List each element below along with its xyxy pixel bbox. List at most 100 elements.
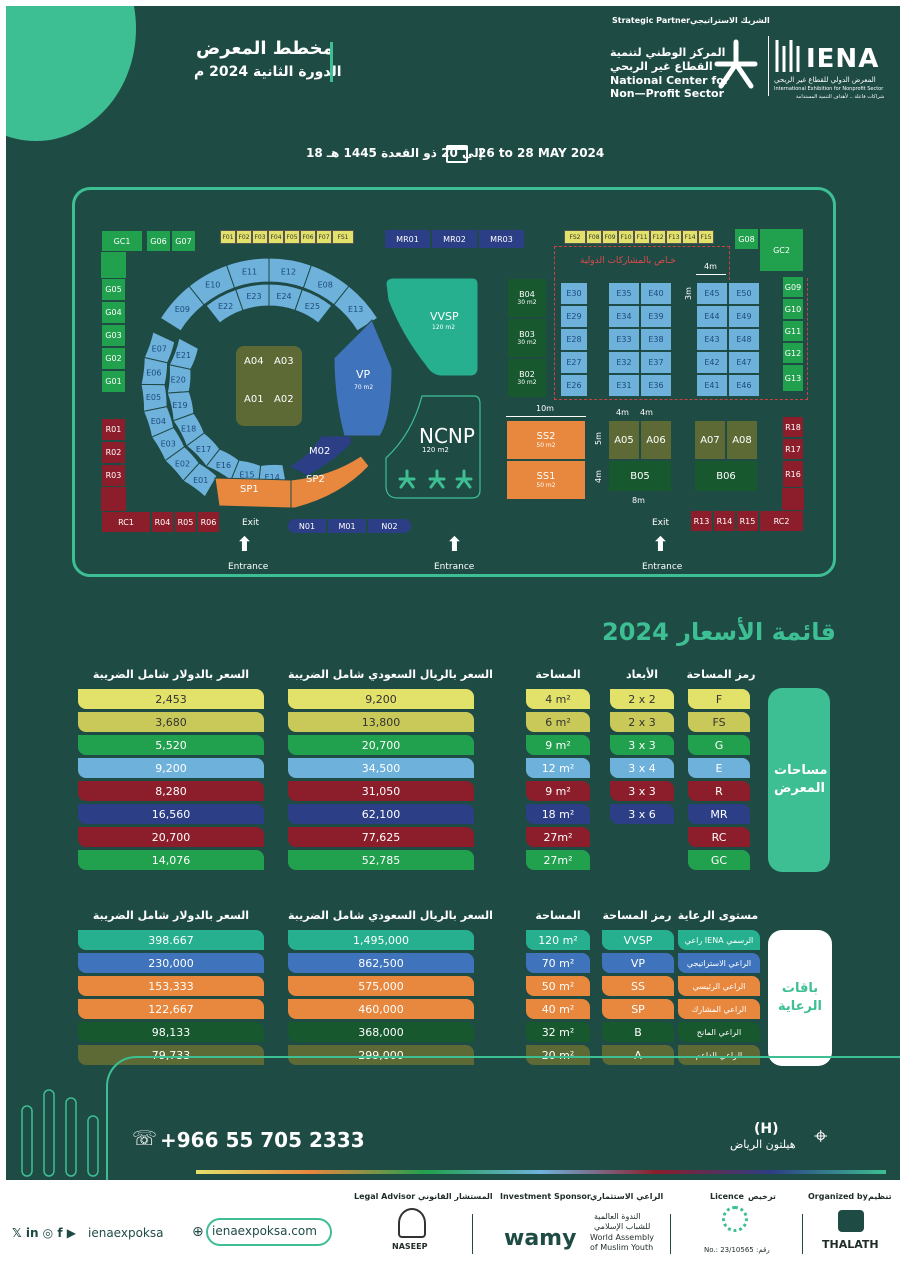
booth[interactable]: A04 xyxy=(244,356,264,367)
booth[interactable]: MR03 xyxy=(478,229,525,249)
booth[interactable]: SS2 50 m2 xyxy=(506,420,586,460)
booth[interactable]: E32 xyxy=(608,351,640,374)
booth[interactable]: B04 30 m2 xyxy=(507,278,547,318)
sp2-label[interactable]: SP2 xyxy=(306,474,325,485)
booth[interactable]: G10 xyxy=(782,298,804,320)
booth[interactable]: A05 xyxy=(608,420,640,460)
booth[interactable]: F07 xyxy=(316,230,332,244)
booth[interactable]: E49 xyxy=(728,305,760,328)
booth[interactable]: G05 xyxy=(101,278,126,301)
website-short[interactable]: ienaexpoksa xyxy=(88,1226,164,1240)
booth[interactable]: F03 xyxy=(252,230,268,244)
booth[interactable]: A02 xyxy=(274,394,294,405)
booth[interactable]: G06 xyxy=(146,230,171,252)
booth[interactable]: E38 xyxy=(640,328,672,351)
booth[interactable]: E46 xyxy=(728,374,760,397)
booth[interactable]: R13 xyxy=(690,510,713,532)
booth[interactable]: E48 xyxy=(728,328,760,351)
booth[interactable]: R14 xyxy=(713,510,736,532)
booth[interactable]: G12 xyxy=(782,342,804,364)
booth[interactable]: B05 xyxy=(608,460,672,492)
booth[interactable]: MR01 xyxy=(384,229,431,249)
booth[interactable]: E31 xyxy=(608,374,640,397)
booth[interactable]: F14 xyxy=(682,230,698,244)
booth[interactable]: G02 xyxy=(101,347,126,370)
ncnp-booth[interactable] xyxy=(382,394,482,502)
social-icons[interactable]: 𝕏 in ◎ f ▶ xyxy=(12,1226,76,1240)
website-url[interactable]: ienaexpoksa.com xyxy=(212,1224,317,1238)
booth[interactable]: E39 xyxy=(640,305,672,328)
booth[interactable]: G01 xyxy=(101,370,126,393)
booth[interactable]: E47 xyxy=(728,351,760,374)
booth[interactable]: E29 xyxy=(560,305,588,328)
website-pill[interactable] xyxy=(206,1218,332,1246)
booth[interactable]: A08 xyxy=(726,420,758,460)
phone-number[interactable]: +966 55 705 2333 xyxy=(160,1128,365,1152)
booth[interactable]: E33 xyxy=(608,328,640,351)
arrow-up-icon[interactable]: ⬆ xyxy=(652,532,669,556)
booth[interactable]: E35 xyxy=(608,282,640,305)
booth[interactable]: E41 xyxy=(696,374,728,397)
booth[interactable]: R04 xyxy=(151,511,174,533)
booth[interactable]: F01 xyxy=(220,230,236,244)
booth[interactable]: GC1 xyxy=(101,230,143,252)
booth[interactable]: E50 xyxy=(728,282,760,305)
booth[interactable]: F08 xyxy=(586,230,602,244)
booth[interactable] xyxy=(333,285,379,332)
booth[interactable]: F15 xyxy=(698,230,714,244)
booth[interactable]: E30 xyxy=(560,282,588,305)
booth[interactable]: R02 xyxy=(101,441,126,464)
booth[interactable]: G09 xyxy=(782,276,804,298)
booth[interactable]: E42 xyxy=(696,351,728,374)
booth[interactable]: G07 xyxy=(171,230,196,252)
booth[interactable]: F12 xyxy=(650,230,666,244)
booth[interactable]: B03 30 m2 xyxy=(507,318,547,358)
booth[interactable]: F09 xyxy=(602,230,618,244)
booth[interactable]: M01 xyxy=(327,518,367,534)
vp-booth[interactable] xyxy=(332,318,394,438)
booth[interactable]: F05 xyxy=(284,230,300,244)
booth[interactable]: E40 xyxy=(640,282,672,305)
booth[interactable]: E44 xyxy=(696,305,728,328)
booth[interactable]: B02 30 m2 xyxy=(507,358,547,398)
booth[interactable]: R15 xyxy=(736,510,759,532)
booth[interactable]: R16 xyxy=(782,460,804,488)
arrow-up-icon[interactable]: ⬆ xyxy=(236,532,253,556)
booth[interactable]: FS1 xyxy=(332,230,354,244)
booth[interactable]: R17 xyxy=(782,438,804,460)
booth[interactable]: E45 xyxy=(696,282,728,305)
booth[interactable]: G08 xyxy=(734,228,759,250)
booth[interactable]: N01 xyxy=(287,518,327,534)
booth[interactable]: A01 xyxy=(244,394,264,405)
booth[interactable]: F13 xyxy=(666,230,682,244)
booth[interactable]: G13 xyxy=(782,364,804,392)
booth[interactable] xyxy=(182,462,218,498)
booth[interactable]: E26 xyxy=(560,374,588,397)
booth[interactable]: F02 xyxy=(236,230,252,244)
booth[interactable]: A07 xyxy=(694,420,726,460)
booth[interactable]: E43 xyxy=(696,328,728,351)
booth[interactable]: GC2 xyxy=(759,228,804,272)
booth[interactable]: MR02 xyxy=(431,229,478,249)
booth[interactable]: R18 xyxy=(782,416,804,438)
booth[interactable]: E28 xyxy=(560,328,588,351)
arrow-up-icon[interactable]: ⬆ xyxy=(446,532,463,556)
booth[interactable]: B06 xyxy=(694,460,758,492)
booth[interactable]: E34 xyxy=(608,305,640,328)
booth[interactable]: R01 xyxy=(101,418,126,441)
booth[interactable]: F11 xyxy=(634,230,650,244)
booth[interactable]: A06 xyxy=(640,420,672,460)
booth[interactable]: SS1 50 m2 xyxy=(506,460,586,500)
booth[interactable]: G11 xyxy=(782,320,804,342)
booth[interactable]: R06 xyxy=(197,511,220,533)
sp1-label[interactable]: SP1 xyxy=(240,484,259,495)
booth[interactable]: FS2 xyxy=(564,230,586,244)
booth[interactable]: F04 xyxy=(268,230,284,244)
booth[interactable]: E37 xyxy=(640,351,672,374)
booth[interactable]: E27 xyxy=(560,351,588,374)
m02-label[interactable]: M02 xyxy=(309,446,331,457)
booth[interactable]: N02 xyxy=(367,518,412,534)
vvsp-booth[interactable] xyxy=(382,276,482,378)
booth[interactable] xyxy=(294,288,333,324)
booth[interactable]: R05 xyxy=(174,511,197,533)
